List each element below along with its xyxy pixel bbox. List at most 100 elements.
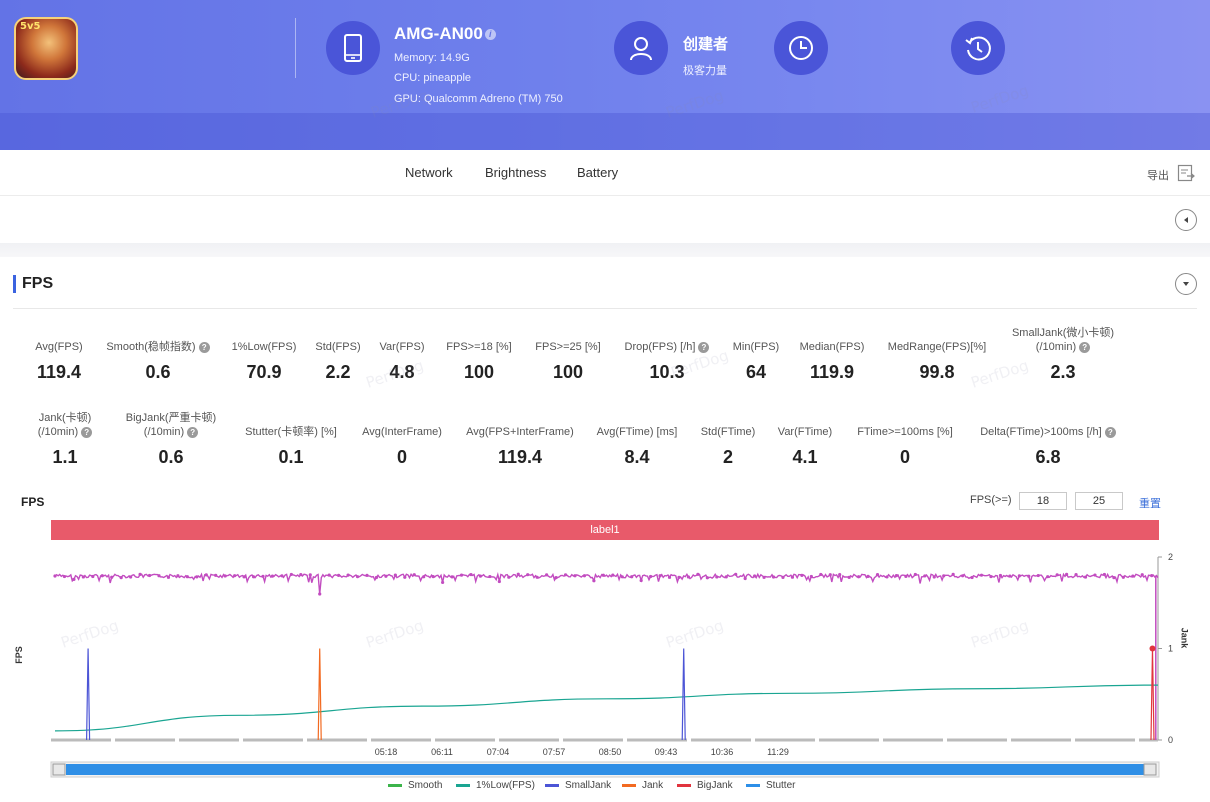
fps-point <box>762 575 766 579</box>
metric-value: 119.4 <box>497 447 543 467</box>
fps-point <box>847 575 851 579</box>
creator-name: 极客力量 <box>683 65 727 77</box>
metric-label: Min(FPS) <box>732 341 780 353</box>
fps-point <box>904 574 908 578</box>
fps-point <box>828 573 832 577</box>
fps-point <box>488 574 492 579</box>
metric-metrics_row1-0: Avg(FPS) 119.4 <box>0 340 134 400</box>
bigjank-marker <box>1149 645 1156 652</box>
fps-point <box>686 575 691 579</box>
metric-label: Smooth(稳帧指数) ? <box>83 340 233 354</box>
metric-metrics_row1-2: 1%Low(FPS) 70.9 <box>189 340 339 400</box>
metric-label: Drop(FPS) [/h] ? <box>592 340 742 354</box>
fps-point <box>166 575 171 579</box>
fps-point <box>450 575 454 579</box>
section-accent-bar <box>13 275 16 293</box>
fps-point <box>961 574 965 578</box>
fps-point <box>1131 574 1135 578</box>
fps-point <box>204 573 208 577</box>
metric-metrics_row1-9: Median(FPS) 119.9 <box>757 340 907 400</box>
metric-value: 119.4 <box>36 362 82 382</box>
fps-point <box>724 575 728 579</box>
bigjank-spike <box>1150 648 1155 741</box>
fps-point <box>658 574 662 578</box>
threshold-input-2[interactable]: 25 <box>1075 492 1123 510</box>
device-name: AMG-AN00 i <box>394 24 496 44</box>
x-tick-label: 07:04 <box>487 747 510 757</box>
legend-swatch <box>746 783 760 787</box>
metric-metrics_row2-0: Jank(卡顿) (/10min) ? 1.1 <box>0 411 140 471</box>
legend-item[interactable]: SmallJank <box>545 780 611 791</box>
tab-network[interactable]: Network <box>405 165 453 180</box>
help-icon[interactable]: ? <box>1079 341 1091 353</box>
export-icon[interactable] <box>1177 164 1195 182</box>
metric-label: Delta(FTime)>100ms [/h] ? <box>973 425 1123 439</box>
metric-value: 99.8 <box>919 362 955 382</box>
threshold-input-1[interactable]: 18 <box>1019 492 1067 510</box>
help-icon[interactable]: ? <box>81 426 93 438</box>
tab-brightness[interactable]: Brightness <box>485 165 547 180</box>
help-icon[interactable]: ? <box>198 341 210 353</box>
fps-point <box>781 575 785 579</box>
fps-point <box>91 574 95 579</box>
metric-value: 100 <box>552 362 584 382</box>
help-icon[interactable]: ? <box>1104 426 1116 438</box>
legend-label: Smooth <box>408 780 443 791</box>
fps-point <box>223 574 227 578</box>
legend-item[interactable]: 1%Low(FPS) <box>456 780 535 791</box>
metric-value: 100 <box>463 362 495 382</box>
fps-point <box>459 573 464 577</box>
fps-chart[interactable]: 0 1 2 05:18 06:11 07:04 07:57 08:50 09:43 10:36 11… <box>0 540 1210 802</box>
fps-point <box>280 574 284 578</box>
metric-value: 0.6 <box>145 362 171 382</box>
label-bar[interactable]: label1 <box>51 520 1159 540</box>
zoom-selection[interactable] <box>66 764 1144 775</box>
metric-metrics_row2-1: BigJank(严重卡顿) (/10min) ? 0.6 <box>96 411 246 471</box>
clock-icon[interactable] <box>774 21 828 75</box>
legend-item[interactable]: Stutter <box>746 780 795 791</box>
fps-point <box>743 576 747 581</box>
fps-series-line <box>54 571 1159 595</box>
info-icon[interactable]: i <box>484 29 496 41</box>
collapse-left-button[interactable] <box>1175 209 1197 231</box>
fps-point <box>819 572 823 577</box>
fps-point <box>100 574 104 578</box>
metric-label: Median(FPS) <box>799 341 865 353</box>
legend-label: Jank <box>642 780 664 791</box>
metric-metrics_row2-8: FTime>=100ms [%] 0 <box>830 425 980 485</box>
help-icon[interactable]: ? <box>698 341 710 353</box>
legend-label: Stutter <box>766 780 796 791</box>
history-icon[interactable] <box>951 21 1005 75</box>
metric-value: 1.1 <box>52 447 78 467</box>
fps-point <box>289 572 293 577</box>
fps-point <box>753 574 757 578</box>
fps-point <box>526 573 530 577</box>
legend-item[interactable]: BigJank <box>677 780 733 791</box>
legend-label: BigJank <box>697 780 733 791</box>
metric-value: 2.3 <box>1050 362 1076 382</box>
phone-icon <box>326 21 380 75</box>
fps-point <box>535 575 539 579</box>
zoom-handle-right[interactable] <box>1143 763 1157 776</box>
right-axis-tick-label: 2 <box>1168 552 1173 562</box>
help-icon[interactable]: ? <box>187 426 199 438</box>
metric-metrics_row1-7: Drop(FPS) [/h] ? 10.3 <box>592 340 742 400</box>
export-button[interactable]: 导出 <box>1147 170 1169 182</box>
collapse-section-button[interactable] <box>1175 273 1197 295</box>
tab-bar: Network Brightness Battery <box>0 150 1210 196</box>
tab-battery[interactable]: Battery <box>577 165 619 180</box>
fps-point <box>157 574 161 578</box>
legend-item[interactable]: Jank <box>622 780 663 791</box>
fps-point <box>696 572 700 576</box>
x-tick-label: 05:18 <box>375 747 398 757</box>
fps-point <box>346 573 350 577</box>
metric-value: 0 <box>396 447 407 467</box>
reset-link[interactable]: 重置 <box>1139 498 1161 510</box>
fps-point <box>620 575 624 579</box>
legend-item[interactable]: Smooth <box>388 780 442 791</box>
app-icon[interactable]: 5v5 <box>14 17 78 80</box>
zoom-handle-left[interactable] <box>52 763 66 776</box>
metric-value: 6.8 <box>1035 447 1061 467</box>
smalljank-spike <box>85 648 91 741</box>
right-axis-tick-label: 0 <box>1168 735 1173 745</box>
